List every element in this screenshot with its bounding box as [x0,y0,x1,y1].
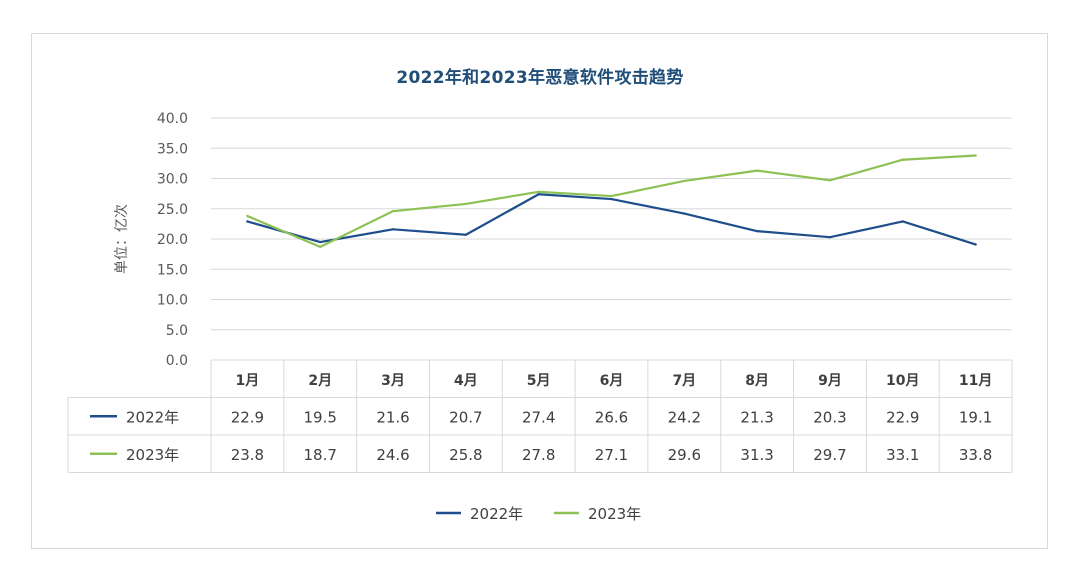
data-label: 29.6 [668,446,701,464]
x-category-label: 11月 [959,373,992,389]
x-category-label: 1月 [236,373,260,389]
data-point [974,243,977,246]
y-tick-label: 5.0 [166,323,188,339]
data-label: 27.4 [522,408,555,426]
x-category-label: 2月 [308,373,332,389]
data-label: 33.8 [959,446,992,464]
data-point [319,240,322,244]
data-point [464,233,468,236]
data-label: 22.9 [231,408,264,426]
data-point [755,169,759,172]
data-point [683,179,686,183]
y-tick-label: 35.0 [157,141,188,157]
data-label: 21.3 [740,408,773,426]
chart-frame [31,33,1048,549]
legend-label: 2023年 [588,505,641,523]
y-tick-label: 20.0 [157,232,188,248]
x-category-label: 10月 [886,373,919,389]
data-label: 25.8 [449,446,482,464]
data-point [755,229,759,233]
data-label: 29.7 [813,446,846,464]
y-axis-label: 单位：亿次 [114,204,130,274]
x-category-label: 9月 [818,373,842,389]
data-point [828,179,832,182]
x-category-label: 4月 [454,373,478,389]
data-point [610,194,613,198]
data-label: 24.2 [668,408,701,426]
x-category-label: 5月 [527,373,551,389]
chart-title: 2022年和2023年恶意软件攻击趋势 [396,68,684,88]
data-label: 23.8 [231,446,264,464]
data-point [319,245,322,249]
data-label: 27.1 [595,446,628,464]
x-category-label: 6月 [600,373,624,389]
data-point [683,212,686,215]
y-tick-label: 0.0 [166,353,188,369]
data-label: 33.1 [886,446,919,464]
data-label: 20.7 [449,408,482,426]
legend-label: 2022年 [470,505,523,523]
table-series-name: 2022年 [126,408,179,426]
y-tick-label: 15.0 [157,262,188,278]
data-label: 21.6 [376,408,409,426]
data-point [246,220,249,223]
data-point [246,214,249,218]
data-label: 31.3 [740,446,773,464]
series-line [246,193,977,246]
data-label: 26.6 [595,408,628,426]
x-category-label: 8月 [745,373,769,389]
table-series-name: 2023年 [126,446,179,464]
data-point [828,235,832,239]
data-point [610,197,613,201]
data-point [974,154,977,157]
x-category-label: 7月 [672,373,696,389]
data-label: 22.9 [886,408,919,426]
data-point [901,158,904,161]
data-label: 27.8 [522,446,555,464]
x-category-label: 3月 [381,373,405,389]
data-point [537,193,540,196]
y-tick-label: 30.0 [157,172,188,188]
series-line [246,154,977,248]
y-tick-label: 40.0 [157,111,188,127]
y-tick-label: 10.0 [157,293,188,309]
data-point [391,228,395,231]
data-label: 19.5 [304,408,337,426]
data-point [537,190,540,194]
data-point [464,202,468,206]
data-label: 18.7 [304,446,337,464]
data-label: 19.1 [959,408,992,426]
data-label: 20.3 [813,408,846,426]
data-label: 24.6 [376,446,409,464]
data-point [901,220,904,223]
y-tick-label: 25.0 [157,202,188,218]
data-point [391,209,395,213]
